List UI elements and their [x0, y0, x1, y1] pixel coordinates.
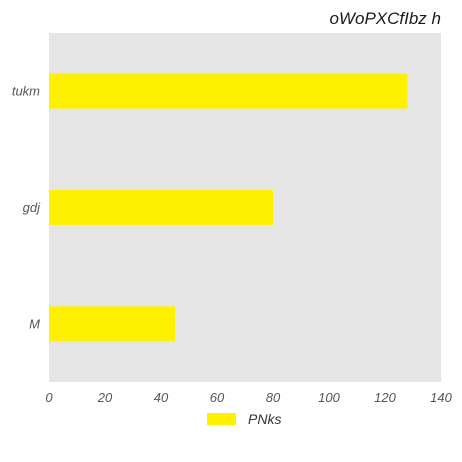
x-tick-label-20: 20 [97, 390, 113, 405]
legend: PNks [207, 411, 281, 427]
x-tick-label-140: 140 [430, 390, 452, 405]
bar-m [49, 306, 175, 342]
y-tick-label-gdj: gdj [23, 200, 41, 215]
y-tick-label-tukm: tukm [12, 84, 40, 99]
x-tick-label-100: 100 [318, 390, 340, 405]
bars-group [49, 73, 408, 342]
chart-title: oWoPXCfIbz h [330, 9, 442, 28]
bar-tukm [49, 73, 408, 109]
x-tick-label-120: 120 [374, 390, 396, 405]
x-tick-label-80: 80 [266, 390, 281, 405]
y-tick-label-m: M [29, 316, 40, 331]
x-tick-label-40: 40 [154, 390, 169, 405]
y-axis-ticks: tukm gdj M [12, 84, 41, 332]
legend-swatch-pnks [207, 413, 236, 425]
legend-label-pnks: PNks [248, 411, 281, 427]
x-axis-ticks: 0 20 40 60 80 100 120 140 [45, 390, 452, 405]
x-tick-label-60: 60 [210, 390, 225, 405]
x-tick-label-0: 0 [45, 390, 53, 405]
bar-gdj [49, 190, 273, 225]
